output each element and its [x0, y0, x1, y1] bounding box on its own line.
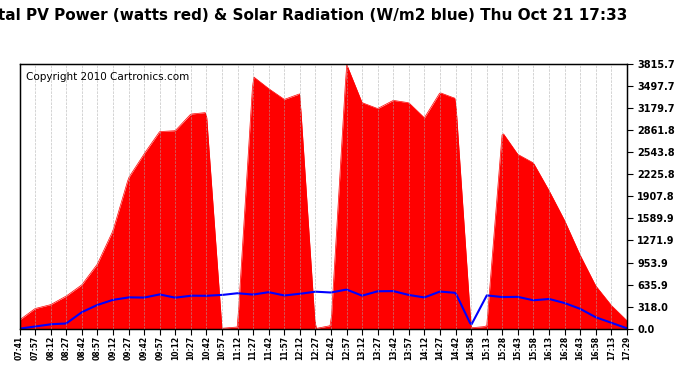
Text: Copyright 2010 Cartronics.com: Copyright 2010 Cartronics.com: [26, 72, 189, 82]
Text: Total PV Power (watts red) & Solar Radiation (W/m2 blue) Thu Oct 21 17:33: Total PV Power (watts red) & Solar Radia…: [0, 8, 628, 22]
